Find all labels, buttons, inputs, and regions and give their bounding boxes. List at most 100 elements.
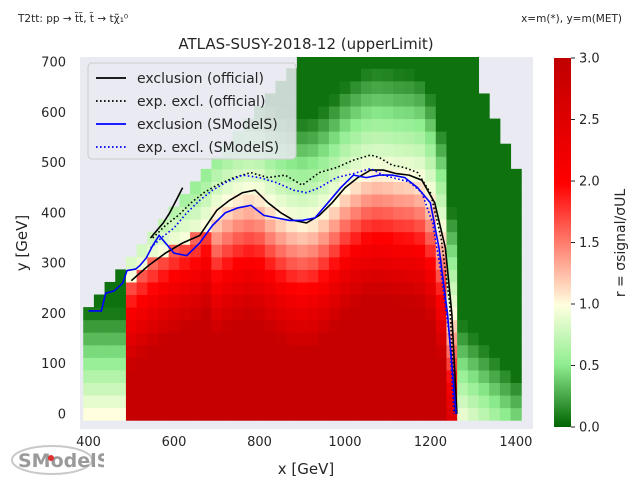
heatmap-cell	[104, 407, 116, 421]
heatmap-cell	[489, 206, 501, 220]
heatmap-cell	[339, 68, 351, 82]
heatmap-cell	[435, 307, 447, 321]
heatmap-cell	[425, 68, 437, 82]
heatmap-cell	[318, 344, 330, 358]
heatmap-cell	[478, 244, 490, 258]
heatmap-cell	[168, 357, 180, 371]
heatmap-cell	[125, 369, 138, 383]
heatmap-cell	[275, 407, 287, 421]
heatmap-cell	[478, 106, 490, 120]
heatmap-cell	[318, 407, 330, 421]
heatmap-cell	[339, 131, 351, 145]
heatmap-cell	[157, 231, 170, 245]
heatmap-cell	[125, 407, 138, 421]
heatmap-cell	[489, 407, 501, 421]
heatmap-cell	[339, 93, 351, 107]
heatmap-cell	[254, 407, 266, 421]
heatmap-cell	[478, 307, 490, 321]
heatmap-cell	[350, 244, 362, 258]
heatmap-cell	[254, 319, 266, 333]
heatmap-cell	[403, 206, 415, 220]
heatmap-cell	[350, 156, 362, 170]
heatmap-cell	[414, 357, 426, 371]
heatmap-cell	[328, 244, 341, 258]
logo-swoosh	[11, 445, 93, 475]
heatmap-cell	[371, 344, 383, 358]
heatmap-cell	[393, 256, 405, 270]
heatmap-cell	[136, 307, 148, 321]
heatmap-cell	[318, 106, 330, 120]
heatmap-cell	[510, 319, 522, 333]
heatmap-cell	[489, 332, 501, 346]
heatmap-cell	[425, 332, 437, 346]
heatmap-cell	[467, 219, 480, 233]
heatmap-cell	[243, 294, 255, 308]
heatmap-cell	[360, 193, 373, 208]
heatmap-cell	[425, 307, 437, 321]
heatmap-cell	[125, 294, 138, 308]
heatmap-cell	[499, 332, 512, 346]
heatmap-cell	[243, 181, 255, 195]
heatmap-cell	[446, 68, 458, 82]
heatmap-cell	[510, 407, 522, 421]
heatmap-cell	[286, 382, 298, 396]
heatmap-cell	[350, 307, 362, 321]
heatmap-cell	[232, 206, 244, 220]
heatmap-cell	[499, 395, 512, 409]
heatmap-cell	[393, 93, 405, 107]
heatmap-cell	[489, 395, 501, 409]
heatmap-cell	[425, 181, 437, 195]
heatmap-cell	[232, 344, 244, 358]
heatmap-cell	[190, 369, 202, 383]
heatmap-cell	[350, 219, 362, 233]
heatmap-cell	[499, 357, 512, 371]
heatmap-cell	[296, 193, 309, 208]
heatmap-cell	[243, 219, 255, 233]
heatmap-cell	[211, 193, 223, 208]
heatmap-cell	[147, 357, 159, 371]
heatmap-cell	[414, 319, 426, 333]
heatmap-cell	[254, 256, 266, 270]
heatmap-cell	[264, 206, 277, 220]
heatmap-cell	[190, 294, 202, 308]
heatmap-cell	[393, 80, 405, 94]
heatmap-cell	[328, 181, 341, 195]
heatmap-cell	[425, 106, 437, 120]
heatmap-cell	[403, 68, 415, 82]
heatmap-cell	[136, 269, 148, 283]
heatmap-cell	[467, 281, 480, 296]
heatmap-cell	[168, 395, 180, 409]
heatmap-cell	[393, 369, 405, 383]
heatmap-cell	[179, 294, 191, 308]
heatmap-cell	[478, 131, 490, 145]
heatmap-cell	[510, 231, 522, 245]
heatmap-cell	[264, 231, 277, 245]
heatmap-cell	[414, 156, 426, 170]
heatmap-cell	[286, 269, 298, 283]
heatmap-cell	[371, 181, 383, 195]
heatmap-cell	[211, 344, 223, 358]
heatmap-cell	[414, 382, 426, 396]
heatmap-cell	[157, 256, 170, 270]
heatmap-cell	[435, 407, 447, 421]
heatmap-cell	[83, 369, 95, 383]
heatmap-cell	[307, 231, 319, 245]
heatmap-cell	[467, 131, 480, 145]
heatmap-cell	[93, 294, 106, 308]
heatmap-cell	[296, 332, 309, 346]
heatmap-cell	[318, 57, 330, 69]
heatmap-cell	[510, 307, 522, 321]
heatmap-cell	[328, 369, 341, 383]
heatmap-cell	[115, 357, 127, 371]
heatmap-cell	[264, 344, 277, 358]
heatmap-cell	[307, 369, 319, 383]
heatmap-cell	[179, 344, 191, 358]
series-line	[130, 169, 458, 414]
heatmap-cell	[339, 57, 351, 69]
heatmap-cell	[264, 256, 277, 270]
heatmap-cell	[232, 168, 244, 182]
heatmap-cell	[339, 206, 351, 220]
heatmap-cell	[382, 307, 394, 321]
heatmap-cell	[254, 332, 266, 346]
heatmap-cell	[296, 344, 309, 358]
